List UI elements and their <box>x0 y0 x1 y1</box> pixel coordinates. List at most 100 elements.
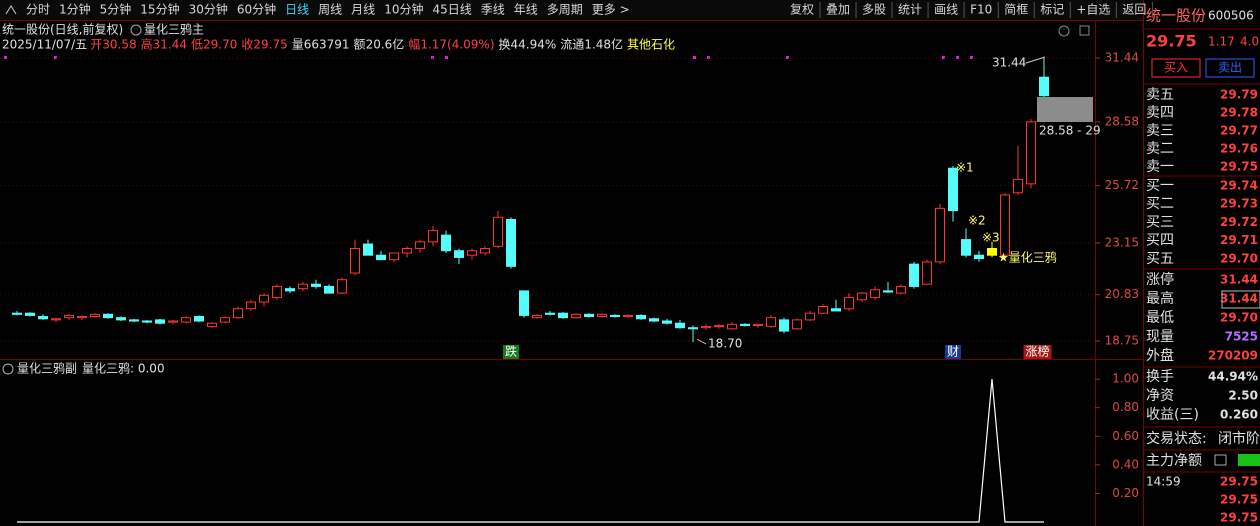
row-value: 270209 <box>1208 349 1258 363</box>
indicator-icon[interactable] <box>130 24 142 36</box>
tool-button[interactable]: 叠加 <box>826 3 850 17</box>
row-value: 29.73 <box>1220 197 1258 211</box>
period-tab[interactable]: 日线 <box>285 3 309 17</box>
tool-button[interactable]: 标记 <box>1040 3 1064 17</box>
marker-dot <box>970 56 973 59</box>
flow-label: 主力净额 <box>1146 453 1202 469</box>
candle-body <box>12 312 22 315</box>
candle-body <box>51 318 61 321</box>
tool-button[interactable]: 返回 <box>1122 3 1146 17</box>
y-tick-label: 31.44 <box>1105 51 1139 65</box>
period-tab[interactable]: 5分钟 <box>100 2 132 17</box>
period-tab[interactable]: 1分钟 <box>59 2 91 17</box>
candle-body <box>584 313 594 318</box>
candle-body <box>207 322 217 328</box>
status-label: 交易状态: <box>1146 430 1207 447</box>
field-value: 30.58 <box>102 38 136 52</box>
candle-body <box>454 250 464 258</box>
candle-body <box>922 261 932 285</box>
event-tag-bg <box>1023 345 1052 359</box>
period-tab[interactable]: 月线 <box>351 3 375 17</box>
candle-body <box>233 308 243 319</box>
y-tick-label: 0.60 <box>1112 429 1139 443</box>
period-tab[interactable]: 多周期 <box>547 3 583 17</box>
tool-button[interactable]: 统计 <box>898 3 922 17</box>
candle-body <box>103 313 113 319</box>
candle-body <box>792 319 802 330</box>
candle-body <box>129 319 139 322</box>
event-tag: 财 <box>947 345 959 359</box>
candle-body <box>298 283 308 290</box>
candle-body <box>519 290 529 316</box>
candle-body <box>974 254 984 260</box>
row-value: 29.76 <box>1220 142 1258 156</box>
period-tab[interactable]: 更多 > <box>592 3 630 17</box>
signal-mark: ※3 <box>982 231 1000 245</box>
candle-body <box>597 313 607 318</box>
y-tick-label: 1.00 <box>1112 372 1139 386</box>
candle-body <box>25 312 35 316</box>
trade-button[interactable]: 卖出 <box>1218 61 1242 75</box>
period-tab[interactable]: 周线 <box>318 3 342 17</box>
candle-body <box>441 234 451 252</box>
y-tick-label: 0.20 <box>1112 486 1139 500</box>
period-tab[interactable]: 15分钟 <box>140 2 179 17</box>
candle-body <box>831 308 841 312</box>
sector: 其他石化 <box>627 38 675 52</box>
tool-button[interactable]: 画线 <box>934 3 958 17</box>
marker-dot <box>786 56 789 59</box>
y-tick-label: 23.15 <box>1105 235 1139 249</box>
row-value: 29.75 <box>1220 160 1258 174</box>
tool-button[interactable]: F10 <box>970 3 992 17</box>
row-label: 买一 <box>1146 178 1174 194</box>
period-tab[interactable]: 分时 <box>26 3 50 17</box>
period-tab[interactable]: 季线 <box>481 3 505 17</box>
candle-body <box>714 324 724 328</box>
period-tab[interactable]: 年线 <box>514 3 538 17</box>
window-icon[interactable] <box>1079 25 1090 36</box>
period-tab[interactable]: 60分钟 <box>237 2 276 17</box>
row-label: 卖四 <box>1146 105 1174 121</box>
candle-body <box>818 305 828 314</box>
candle-body <box>142 320 152 323</box>
candle-body <box>688 327 698 330</box>
y-tick-label: 0.40 <box>1112 457 1139 471</box>
signal-mark: ★量化三鸦 <box>998 250 1057 265</box>
marker-dot <box>4 56 7 59</box>
window-icon[interactable] <box>1058 25 1070 37</box>
field-label: 流通 <box>560 38 584 52</box>
row-value: 7525 <box>1225 330 1258 344</box>
candle-body <box>350 248 360 274</box>
candle-body <box>480 248 490 254</box>
candle-body <box>779 319 789 332</box>
candle-body <box>428 230 438 243</box>
field-label: 高 <box>141 37 153 52</box>
marker-dot <box>431 56 434 59</box>
period-tab[interactable]: 30分钟 <box>189 2 228 17</box>
tick-price: 29.75 <box>1220 475 1258 489</box>
candle-body <box>181 317 191 323</box>
change-pct: 4.09% <box>1240 35 1260 49</box>
sub-indicator-icon[interactable] <box>2 363 14 375</box>
tool-button[interactable]: +自选 <box>1076 3 1110 17</box>
tool-button[interactable]: 简框 <box>1004 3 1028 17</box>
tool-button[interactable]: 多股 <box>862 3 886 17</box>
row-value: 29.77 <box>1220 124 1258 138</box>
candle-body <box>740 323 750 326</box>
period-tab[interactable]: 10分钟 <box>384 2 423 17</box>
row-value: 29.70 <box>1220 251 1258 265</box>
row-label: 买五 <box>1146 251 1174 267</box>
trade-button[interactable]: 买入 <box>1164 61 1188 75</box>
tool-button[interactable]: 复权 <box>790 3 814 17</box>
row-label: 买二 <box>1146 196 1174 212</box>
change: 1.17 <box>1208 35 1235 49</box>
stock-title: 统一股份(日线,前复权) <box>2 22 123 37</box>
candle-body <box>311 283 321 287</box>
candle-body <box>246 301 256 310</box>
row-label: 净资 <box>1146 388 1174 404</box>
period-tab[interactable]: 45日线 <box>432 3 471 17</box>
up-icon[interactable] <box>5 5 17 15</box>
signal-mark: ※1 <box>956 161 974 175</box>
row-value: 29.72 <box>1220 215 1258 229</box>
